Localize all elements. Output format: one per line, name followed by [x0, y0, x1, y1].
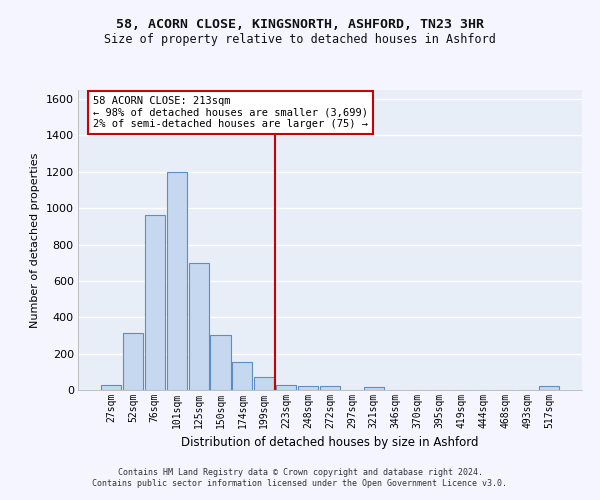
Bar [539, 386, 559, 390]
Bar [188, 262, 209, 390]
Bar [145, 214, 165, 390]
Text: Size of property relative to detached houses in Ashford: Size of property relative to detached ho… [104, 32, 496, 46]
Bar [101, 384, 121, 390]
Y-axis label: Number of detached properties: Number of detached properties [30, 152, 40, 328]
Bar [320, 386, 340, 390]
Bar [254, 378, 274, 390]
Bar [167, 172, 187, 390]
Text: Contains HM Land Registry data © Crown copyright and database right 2024.
Contai: Contains HM Land Registry data © Crown c… [92, 468, 508, 487]
Bar [276, 386, 296, 390]
Text: 58, ACORN CLOSE, KINGSNORTH, ASHFORD, TN23 3HR: 58, ACORN CLOSE, KINGSNORTH, ASHFORD, TN… [116, 18, 484, 30]
Text: 58 ACORN CLOSE: 213sqm
← 98% of detached houses are smaller (3,699)
2% of semi-d: 58 ACORN CLOSE: 213sqm ← 98% of detached… [93, 96, 368, 129]
X-axis label: Distribution of detached houses by size in Ashford: Distribution of detached houses by size … [181, 436, 479, 450]
Bar [232, 362, 253, 390]
Bar [211, 336, 230, 390]
Bar [364, 388, 384, 390]
Bar [298, 386, 318, 390]
Bar [123, 332, 143, 390]
